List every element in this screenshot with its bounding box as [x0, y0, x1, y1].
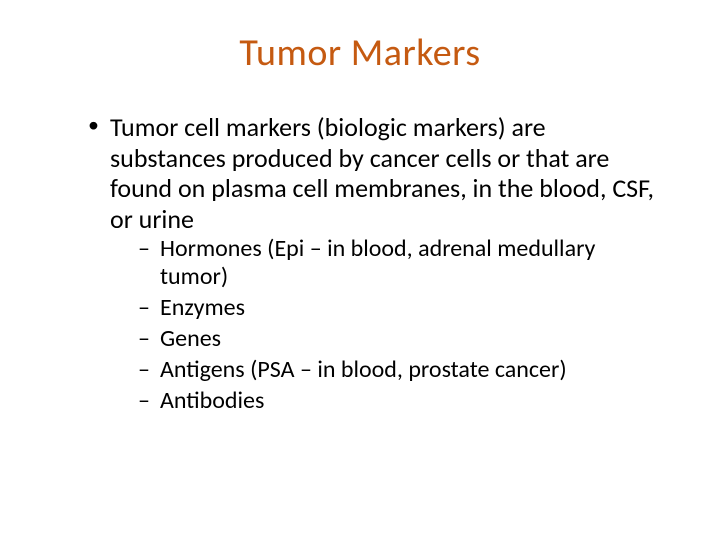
sub-bullet-list: Hormones (Epi – in blood, adrenal medull…	[110, 235, 660, 416]
sub-bullet-text: Antibodies	[160, 386, 264, 415]
sub-bullet-text: Hormones (Epi – in blood, adrenal medull…	[160, 234, 595, 292]
main-bullet-list: Tumor cell markers (biologic markers) ar…	[60, 112, 660, 415]
main-bullet-text: Tumor cell markers (biologic markers) ar…	[110, 111, 654, 235]
sub-bullet-text: Antigens (PSA – in blood, prostate cance…	[160, 355, 567, 384]
sub-bullet-item: Antibodies	[138, 387, 660, 416]
main-bullet-item: Tumor cell markers (biologic markers) ar…	[88, 112, 660, 415]
slide-container: Tumor Markers Tumor cell markers (biolog…	[0, 0, 720, 540]
sub-bullet-text: Genes	[160, 324, 221, 353]
sub-bullet-item: Enzymes	[138, 294, 660, 323]
slide-title: Tumor Markers	[60, 30, 660, 76]
sub-bullet-item: Antigens (PSA – in blood, prostate cance…	[138, 356, 660, 385]
sub-bullet-text: Enzymes	[160, 293, 245, 322]
sub-bullet-item: Hormones (Epi – in blood, adrenal medull…	[138, 235, 660, 293]
sub-bullet-item: Genes	[138, 325, 660, 354]
